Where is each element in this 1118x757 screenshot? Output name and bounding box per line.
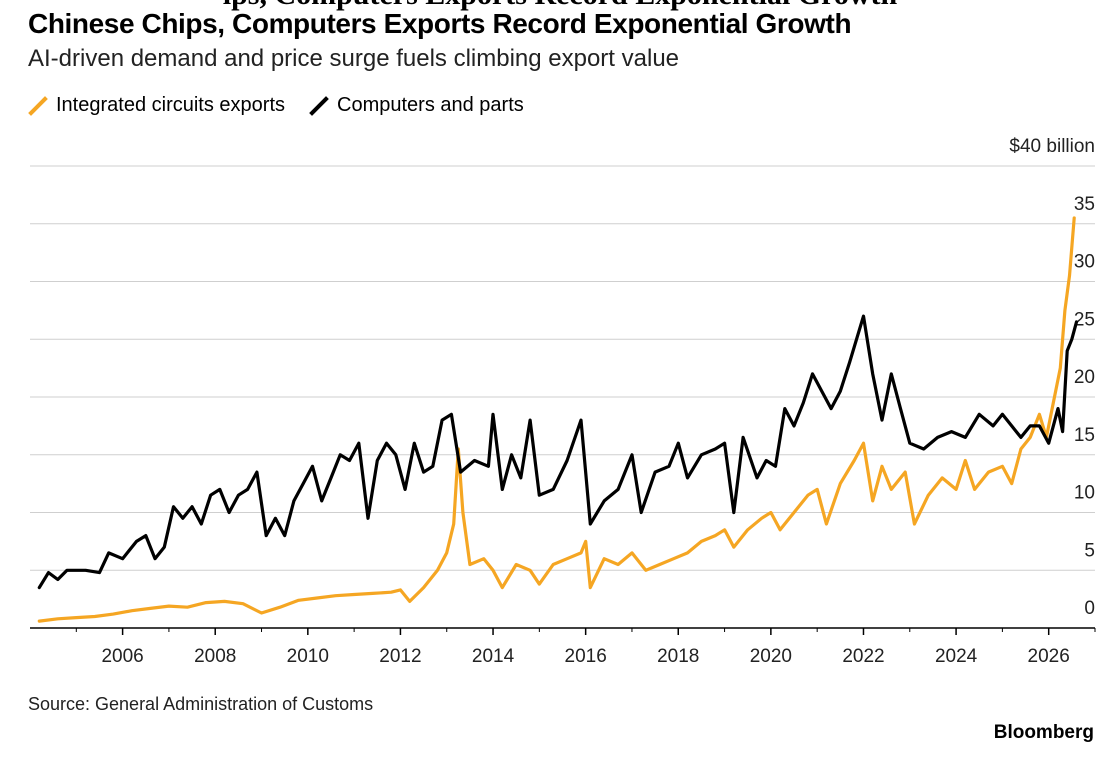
y-tick-label-25: 25 [1074,309,1095,330]
x-tick-label-2026: 2026 [1028,646,1070,667]
legend-item-computers: Computers and parts [309,94,524,117]
y-tick-label-20: 20 [1074,367,1095,388]
y-tick-label-15: 15 [1074,425,1095,446]
y-tick-label-5: 5 [1084,540,1095,561]
x-tick-label-2010: 2010 [287,646,329,667]
y-tick-label-30: 30 [1074,252,1095,273]
x-tick-label-2020: 2020 [750,646,792,667]
source-note: Source: General Administration of Custom… [28,694,374,714]
legend-swatch-black-icon [309,95,329,116]
x-tick-label-2008: 2008 [194,646,236,667]
x-tick-label-2016: 2016 [565,646,607,667]
y-tick-label-10: 10 [1074,483,1095,504]
x-tick-label-2006: 2006 [101,646,143,667]
brand-logo: Bloomberg [993,722,1094,743]
x-tick-label-2018: 2018 [657,646,699,667]
legend-swatch-orange-icon [28,95,48,116]
legend-label-computers: Computers and parts [337,94,524,116]
x-tick-label-2024: 2024 [935,646,978,667]
overlay-title: ips, Computers Exports Record Exponentia… [30,0,1090,12]
x-tick-label-2022: 2022 [842,646,884,667]
y-tick-label-0: 0 [1084,598,1095,619]
y-tick-label-40: $40 billion [1009,136,1095,157]
series-line-computers-and-parts [37,314,1079,590]
x-tick-label-2012: 2012 [379,646,421,667]
legend-label-integrated-circuits: Integrated circuits exports [56,94,285,116]
legend: Integrated circuits exports Computers an… [28,94,548,117]
y-tick-label-35: 35 [1074,194,1095,215]
x-tick-label-2014: 2014 [472,646,515,667]
series-line-integrated-circuits [37,216,1076,623]
chart-subtitle: AI-driven demand and price surge fuels c… [28,45,680,72]
chart-title: Chinese Chips, Computers Exports Record … [28,8,852,39]
legend-item-integrated-circuits: Integrated circuits exports [28,94,285,117]
